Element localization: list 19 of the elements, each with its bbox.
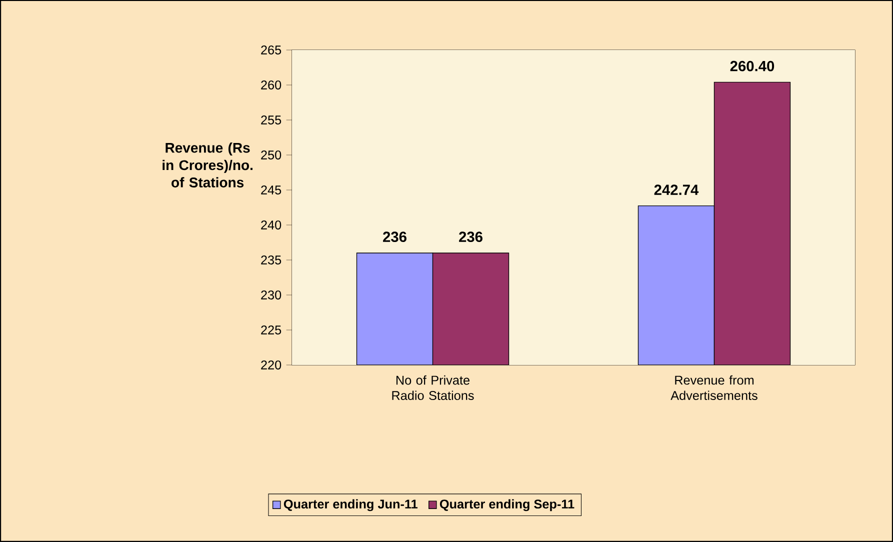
data-label: 260.40 <box>730 60 774 72</box>
x-tick-label: No of Private Radio Stations <box>392 375 474 400</box>
legend-label: Quarter ending Sep-11 <box>440 499 574 512</box>
y-tick-label: 245 <box>261 186 282 194</box>
y-tick-label: 230 <box>261 290 282 300</box>
data-label: 236 <box>383 232 406 242</box>
y-tick-label: 255 <box>261 116 282 124</box>
y-tick-label: 235 <box>261 256 282 264</box>
y-tick-label: 220 <box>261 360 282 370</box>
data-label: 242.74 <box>654 184 699 195</box>
y-tick-label: 260 <box>261 80 282 90</box>
y-tick-label: 240 <box>261 220 282 230</box>
legend-label: Quarter ending Jun-11 <box>284 499 418 512</box>
y-tick-label: 265 <box>261 46 282 54</box>
data-label: 236 <box>459 232 482 242</box>
y-tick-label: 250 <box>261 150 282 160</box>
y-tick-label: 225 <box>261 326 282 334</box>
y-axis-title: Revenue (Rs in Crores)/no. of Stations <box>162 142 252 188</box>
x-tick-label: Revenue from Advertisements <box>670 375 758 400</box>
